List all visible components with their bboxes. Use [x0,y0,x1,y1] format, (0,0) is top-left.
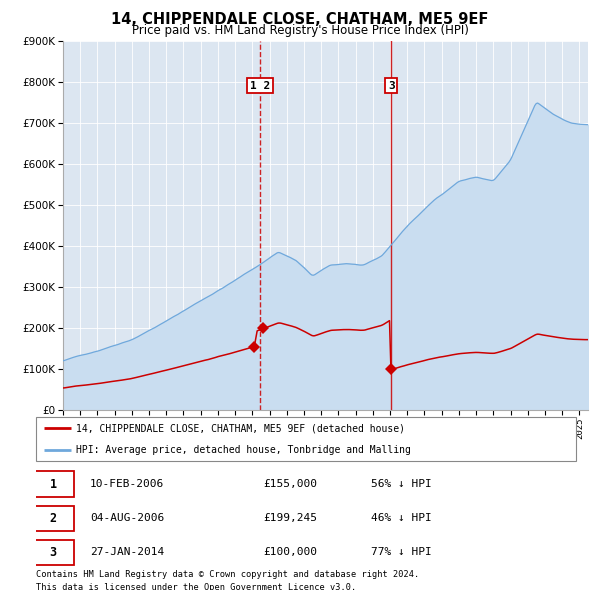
Text: £199,245: £199,245 [263,513,317,523]
Text: Price paid vs. HM Land Registry's House Price Index (HPI): Price paid vs. HM Land Registry's House … [131,24,469,37]
FancyBboxPatch shape [34,506,74,531]
Text: 46% ↓ HPI: 46% ↓ HPI [371,513,431,523]
Text: 27-JAN-2014: 27-JAN-2014 [90,548,164,558]
Text: £155,000: £155,000 [263,479,317,489]
Text: HPI: Average price, detached house, Tonbridge and Malling: HPI: Average price, detached house, Tonb… [77,445,412,455]
Text: 04-AUG-2006: 04-AUG-2006 [90,513,164,523]
Text: £100,000: £100,000 [263,548,317,558]
Text: 3: 3 [50,546,57,559]
Text: 14, CHIPPENDALE CLOSE, CHATHAM, ME5 9EF: 14, CHIPPENDALE CLOSE, CHATHAM, ME5 9EF [112,12,488,27]
FancyBboxPatch shape [36,417,576,461]
Text: 3: 3 [388,81,395,90]
FancyBboxPatch shape [34,471,74,497]
FancyBboxPatch shape [34,540,74,565]
Text: 10-FEB-2006: 10-FEB-2006 [90,479,164,489]
Text: 1: 1 [50,477,57,490]
Text: 77% ↓ HPI: 77% ↓ HPI [371,548,431,558]
Text: 2: 2 [50,512,57,525]
Text: 56% ↓ HPI: 56% ↓ HPI [371,479,431,489]
Text: 14, CHIPPENDALE CLOSE, CHATHAM, ME5 9EF (detached house): 14, CHIPPENDALE CLOSE, CHATHAM, ME5 9EF … [77,423,406,433]
Text: Contains HM Land Registry data © Crown copyright and database right 2024.: Contains HM Land Registry data © Crown c… [36,570,419,579]
Text: This data is licensed under the Open Government Licence v3.0.: This data is licensed under the Open Gov… [36,583,356,590]
Text: 1 2: 1 2 [250,81,270,90]
